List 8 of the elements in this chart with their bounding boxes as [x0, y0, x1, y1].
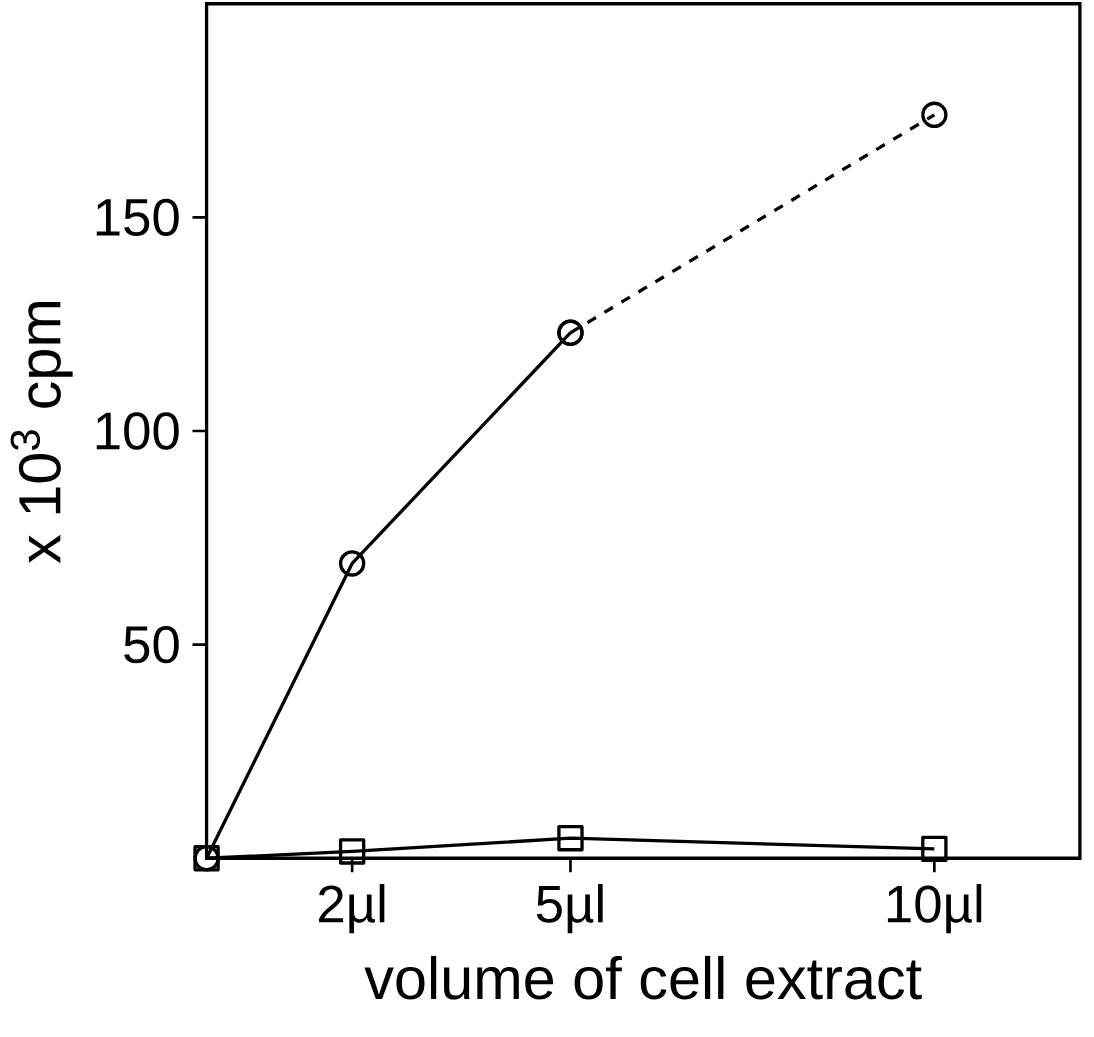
y-tick-label: 100 — [96, 412, 179, 450]
x-axis-title: volume of cell extract — [364, 956, 922, 1000]
x-tick-label: 10µl — [887, 884, 982, 934]
y-axis-title: x 10$^{3}$ cpm — [10, 302, 73, 564]
x-tick-label: 5µl — [536, 884, 603, 934]
y-tick-label: 150 — [96, 198, 179, 237]
y-tick-label: 50 — [124, 626, 179, 664]
x-tick-label: 2µl — [319, 884, 385, 934]
